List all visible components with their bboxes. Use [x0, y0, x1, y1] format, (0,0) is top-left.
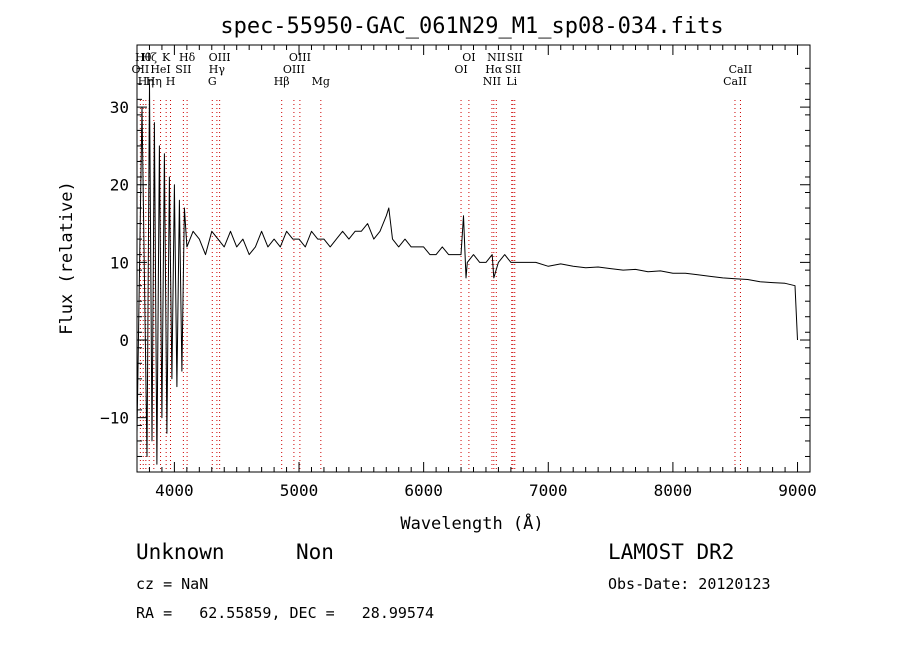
line-label-15: OIII	[289, 51, 311, 64]
x-tick-label-8000: 8000	[654, 481, 693, 500]
y-tick-label-0: 0	[119, 331, 129, 350]
line-label-20: Hα	[485, 63, 503, 76]
line-label-17: OI	[454, 63, 467, 76]
line-label-16: Mg	[312, 75, 330, 88]
plot-frame	[136, 44, 811, 473]
y-tick-label-30: 30	[110, 98, 129, 117]
line-label-22: Li	[506, 75, 517, 88]
obs-date: Obs-Date: 20120123	[608, 575, 771, 593]
line-label-25: CaII	[723, 75, 747, 88]
line-label-6: K	[162, 51, 171, 64]
y-tick-label-10: 10	[110, 253, 129, 272]
redshift-cz: cz = NaN	[136, 575, 209, 593]
line-label-4: Hη	[146, 75, 162, 88]
subclass-label: Non	[296, 540, 334, 564]
line-label-13: Hβ	[274, 75, 290, 88]
line-label-5: HeI	[150, 63, 170, 76]
x-tick-label-4000: 4000	[155, 481, 194, 500]
line-label-1: Hθ	[135, 51, 152, 64]
line-label-12: OIII	[209, 51, 231, 64]
line-label-21: NII	[487, 51, 505, 64]
coordinates: RA = 62.55859, DEC = 28.99574	[136, 604, 435, 622]
line-label-3: Hζ	[141, 51, 157, 64]
line-label-0: OII	[132, 63, 150, 76]
y-tick-label--10: −10	[100, 409, 129, 428]
line-label-14: OIII	[283, 63, 305, 76]
x-tick-label-9000: 9000	[778, 481, 817, 500]
line-label-23: SII	[505, 63, 521, 76]
line-label-19: NII	[483, 75, 501, 88]
plot-area: OIIHθHηHζHηHeIKHSIIHδGHγOIIIHβOIIIOIIIMg…	[100, 44, 817, 500]
line-label-7: H	[166, 75, 176, 88]
survey-label: LAMOST DR2	[608, 540, 735, 564]
y-tick-label-20: 20	[110, 176, 129, 195]
x-tick-label-6000: 6000	[404, 481, 443, 500]
spectrum-line-0	[136, 83, 798, 465]
line-label-9: Hδ	[179, 51, 196, 64]
class-label: Unknown	[136, 540, 225, 564]
line-label-11: Hγ	[209, 63, 226, 76]
line-label-26: CaII	[729, 63, 753, 76]
x-tick-label-7000: 7000	[529, 481, 568, 500]
x-axis-label: Wavelength (Å)	[400, 512, 543, 534]
line-label-24: SII	[507, 51, 523, 64]
line-label-8: SII	[175, 63, 191, 76]
y-axis-label: Flux (relative)	[57, 181, 77, 335]
x-tick-label-5000: 5000	[280, 481, 319, 500]
chart-title: spec-55950-GAC_061N29_M1_sp08-034.fits	[220, 14, 723, 39]
line-label-18: OI	[462, 51, 475, 64]
line-label-10: G	[208, 75, 217, 88]
